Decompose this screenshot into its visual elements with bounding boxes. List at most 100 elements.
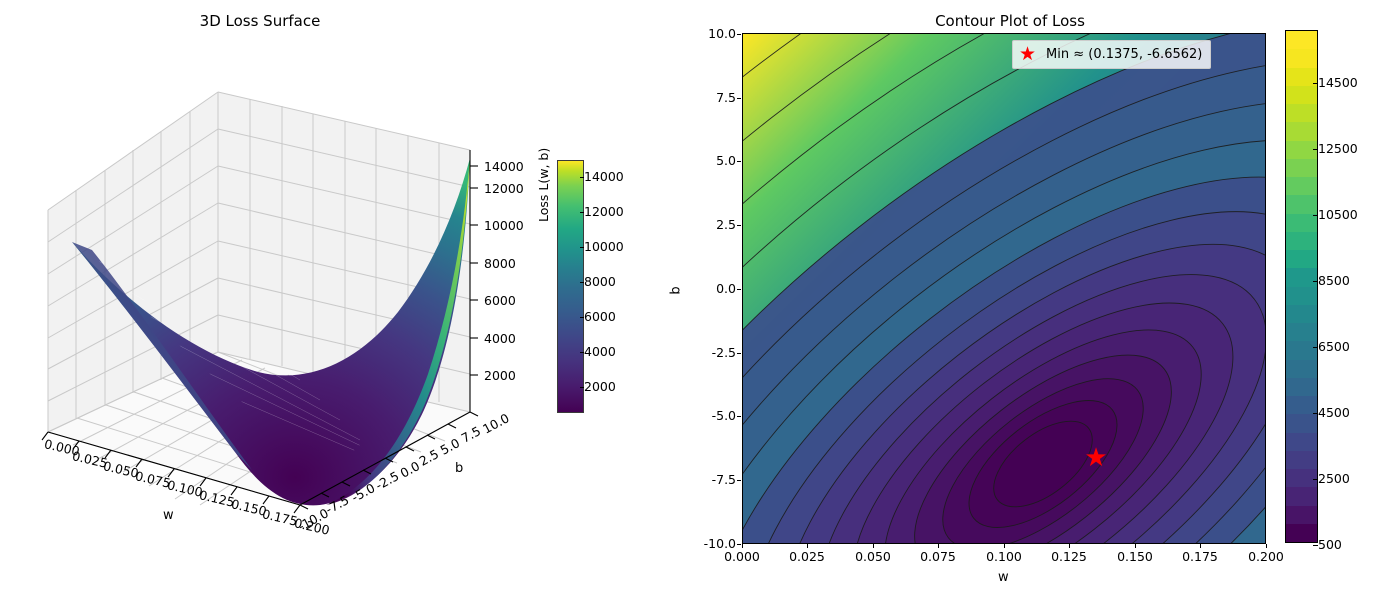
- tick-label: 0.175: [1182, 549, 1218, 564]
- colorbar-3d-tick-5: 12000: [580, 204, 624, 219]
- tick-contour-b-7: -7.5: [690, 472, 741, 487]
- colorbar-contour-tick-5: 10500: [1313, 207, 1358, 222]
- tick-3d-z-0: 2000: [484, 368, 516, 383]
- surface-3d-plot: [0, 0, 640, 600]
- colorbar-3d-tick-0: 2000: [580, 379, 616, 394]
- axes-3d-ticks: [41, 165, 479, 514]
- star-icon: ★: [1019, 43, 1037, 65]
- tick-contour-b-4: 0.0: [690, 281, 741, 296]
- colorbar-3d-tick-6: 14000: [580, 169, 624, 184]
- tick-contour-b-0: 10.0: [690, 26, 741, 41]
- tick-label: -2.5: [711, 345, 736, 360]
- colorbar-band: [1286, 104, 1317, 123]
- colorbar-band: [1286, 377, 1317, 396]
- colorbar-band: [1286, 432, 1317, 451]
- axis-label-contour-w: w: [998, 570, 1009, 585]
- colorbar-contour-tick-1: 2500: [1313, 471, 1350, 486]
- colorbar-3d-tick-1: 4000: [580, 344, 616, 359]
- colorbar-band: [1286, 213, 1317, 232]
- tick-contour-b-1: 7.5: [690, 90, 741, 105]
- colorbar-band: [1286, 359, 1317, 378]
- colorbar-band: [1286, 341, 1317, 360]
- colorbar-band: [1286, 414, 1317, 433]
- contour-lines: [743, 34, 1265, 543]
- tick-label: 7.5: [716, 90, 736, 105]
- tick-label: -7.5: [711, 472, 736, 487]
- tick-label: 0.075: [920, 549, 956, 564]
- axis-label-3d-b: b: [455, 461, 464, 476]
- minimum-star-marker: ★: [1084, 443, 1108, 473]
- tick-contour-w-1: 0.025: [777, 544, 837, 564]
- panel-3d-title: 3D Loss Surface: [199, 12, 321, 30]
- colorbar-band: [1286, 323, 1317, 342]
- colorbar-band: [1286, 286, 1317, 305]
- tick-3d-z-4: 10000: [484, 218, 524, 233]
- colorbar-band: [1286, 268, 1317, 287]
- colorbar-band: [1286, 469, 1317, 488]
- tick-contour-b-5: -2.5: [690, 345, 741, 360]
- colorbar-contour-tick-4: 8500: [1313, 273, 1350, 288]
- colorbar-contour-tick-6: 12500: [1313, 141, 1358, 156]
- colorbar-3d-tick-4: 10000: [580, 239, 624, 254]
- colorbar-contour-tick-3: 6500: [1313, 339, 1350, 354]
- colorbar-band: [1286, 450, 1317, 469]
- colorbar-band: [1286, 304, 1317, 323]
- colorbar-3d-loss: [557, 160, 584, 413]
- tick-contour-w-2: 0.050: [843, 544, 903, 564]
- colorbar-band: [1286, 231, 1317, 250]
- colorbar-band: [1286, 85, 1317, 104]
- colorbar-band: [1286, 49, 1317, 68]
- colorbar-contour-tick-0: 500: [1313, 537, 1342, 552]
- tick-label: -5.0: [711, 408, 736, 423]
- colorbar-band: [1286, 158, 1317, 177]
- colorbar-contour-tick-7: 14500: [1313, 75, 1358, 90]
- panel-contour-plot: Contour Plot of Loss: [640, 0, 1400, 600]
- tick-label: 10.0: [708, 26, 736, 41]
- colorbar-band: [1286, 505, 1317, 524]
- legend-label: Min ≈ (0.1375, -6.6562): [1046, 47, 1203, 62]
- tick-label: 0.125: [1051, 549, 1087, 564]
- tick-contour-w-6: 0.150: [1105, 544, 1165, 564]
- tick-contour-w-0: 0.000: [712, 544, 772, 564]
- axis-label-contour-b: b: [668, 286, 684, 295]
- tick-label: 0.000: [724, 549, 760, 564]
- tick-contour-w-5: 0.125: [1039, 544, 1099, 564]
- tick-contour-b-6: -5.0: [690, 408, 741, 423]
- tick-3d-z-1: 4000: [484, 331, 516, 346]
- axis-label-3d-w: w: [163, 508, 174, 523]
- colorbar-band: [1286, 396, 1317, 415]
- contour-legend: ★ Min ≈ (0.1375, -6.6562): [1012, 40, 1212, 69]
- tick-label: 0.050: [855, 549, 891, 564]
- tick-label: 2.5: [716, 217, 736, 232]
- colorbar-band: [1286, 195, 1317, 214]
- colorbar-contour-tick-2: 4500: [1313, 405, 1350, 420]
- colorbar-band: [1286, 31, 1317, 50]
- tick-3d-z-3: 8000: [484, 256, 516, 271]
- colorbar-3d-label: Loss L(w, b): [536, 147, 551, 222]
- panel-3d-loss-surface: 3D Loss Surface: [0, 0, 640, 600]
- colorbar-band: [1286, 140, 1317, 159]
- tick-contour-b-3: 2.5: [690, 217, 741, 232]
- tick-contour-w-4: 0.100: [974, 544, 1034, 564]
- tick-contour-w-3: 0.075: [908, 544, 968, 564]
- tick-label: 0.0: [716, 281, 736, 296]
- panel-contour-title: Contour Plot of Loss: [935, 12, 1085, 30]
- contour-bands: [743, 34, 1265, 543]
- tick-label: 0.025: [789, 549, 825, 564]
- tick-contour-w-8: 0.200: [1236, 544, 1296, 564]
- colorbar-3d-tick-2: 6000: [580, 309, 616, 324]
- colorbar-contour-loss: [1285, 30, 1318, 543]
- tick-contour-b-8: -10.0: [690, 536, 741, 551]
- colorbar-band: [1286, 67, 1317, 86]
- colorbar-band: [1286, 250, 1317, 269]
- tick-3d-z-5: 12000: [484, 181, 524, 196]
- tick-label: 5.0: [716, 153, 736, 168]
- tick-label: -10.0: [703, 536, 736, 551]
- tick-3d-z-6: 14000: [484, 159, 524, 174]
- tick-label: 0.150: [1117, 549, 1153, 564]
- colorbar-3d-tick-3: 8000: [580, 274, 616, 289]
- tick-3d-z-2: 6000: [484, 293, 516, 308]
- contour-plot-axes: ★: [742, 33, 1266, 544]
- colorbar-band: [1286, 122, 1317, 141]
